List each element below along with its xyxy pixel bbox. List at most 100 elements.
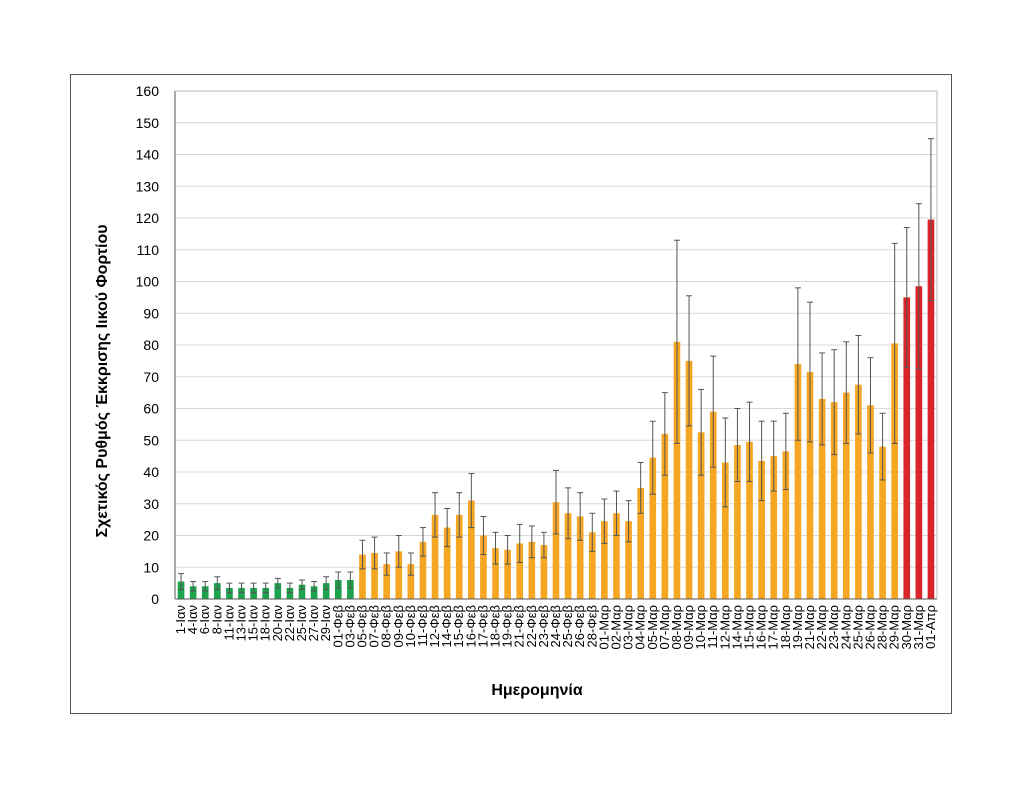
bar-10-Μαρ (697, 432, 705, 599)
x-tick-label: 24-Μαρ (838, 605, 853, 650)
bar-14-Μαρ (734, 445, 741, 599)
x-tick-label: 14-Φεβ (439, 605, 454, 647)
x-tick-label: 16-Φεβ (463, 605, 478, 647)
bar-28-Μαρ (879, 446, 886, 599)
bar-23-Μαρ (830, 402, 838, 599)
x-tick-label: 08-Φεβ (379, 605, 394, 647)
bar-11-Μαρ (709, 411, 717, 599)
bar-21-Μαρ (806, 371, 814, 599)
bar-02-Μαρ (613, 513, 620, 599)
bar-05-Μαρ (649, 457, 657, 599)
y-tick-label: 50 (143, 432, 159, 448)
bar-29-Μαρ (891, 343, 898, 599)
x-tick-label: 02-Μαρ (608, 605, 623, 650)
y-axis-title: Σχετικός Ρυθμός Έκκρισης Ιικού Φορτίου (94, 224, 111, 537)
x-tick-label: 24-Φεβ (548, 605, 563, 647)
bar-01-Μαρ (601, 521, 608, 599)
y-tick-label: 140 (136, 147, 160, 163)
bar-18-Ιαν (262, 587, 270, 599)
x-tick-label: 12-Φεβ (427, 605, 442, 647)
x-tick-label: 25-Ιαν (294, 605, 309, 641)
bar-10-Φεβ (407, 564, 415, 599)
bar-19-Φεβ (504, 549, 511, 599)
y-tick-label: 0 (151, 591, 159, 607)
bar-08-Μαρ (673, 341, 681, 599)
x-tick-label: 28-Φεβ (584, 605, 599, 647)
bar-26-Φεβ (576, 516, 584, 599)
x-tick-label: 17-Μαρ (766, 605, 781, 650)
x-tick-label: 04-Μαρ (633, 605, 648, 650)
x-tick-label: 21-Μαρ (802, 605, 817, 650)
x-tick-label: 23-Μαρ (826, 605, 841, 650)
bar-09-Μαρ (685, 360, 693, 599)
x-tick-label: 09-Μαρ (681, 605, 696, 650)
x-tick-label: 19-Μαρ (790, 605, 805, 650)
bar-22-Μαρ (818, 398, 826, 599)
bar-25-Μαρ (855, 384, 862, 599)
bar-16-Φεβ (468, 500, 475, 599)
x-tick-label: 11-Μαρ (705, 605, 720, 649)
bar-6-Ιαν (201, 586, 209, 599)
y-tick-label: 70 (143, 369, 159, 385)
x-tick-label: 22-Μαρ (814, 605, 829, 650)
x-tick-label: 08-Μαρ (669, 605, 684, 650)
bar-28-Φεβ (588, 532, 596, 599)
y-tick-labels: 0 10 20 30 40 50 60 70 80 90 100 110 120 130 140 150 160 (136, 83, 160, 607)
x-tick-label: 05-Μαρ (645, 605, 660, 650)
x-tick-label: 28-Μαρ (875, 605, 890, 650)
bar-22-Ιαν (286, 587, 294, 599)
bar-24-Μαρ (842, 392, 850, 599)
x-tick-label: 18-Φεβ (488, 605, 503, 647)
x-tick-label: 20-Ιαν (270, 605, 285, 641)
axes (174, 90, 938, 600)
gridlines (175, 90, 937, 568)
y-tick-label: 60 (143, 401, 159, 417)
bar-1-Ιαν (177, 581, 185, 599)
x-tick-label: 1-Ιαν (173, 605, 188, 634)
bar-chart: 0 10 20 30 40 50 60 70 80 90 100 110 120 130 140 150 160… (94, 83, 938, 699)
x-tick-label: 13-Ιαν (234, 605, 249, 641)
bar-01-Φεβ (334, 579, 342, 599)
bar-08-Φεβ (383, 564, 390, 599)
bar-12-Φεβ (431, 514, 439, 599)
y-tick-label: 90 (143, 305, 159, 321)
bar-21-Φεβ (516, 543, 524, 599)
bar-07-Φεβ (371, 552, 378, 599)
y-tick-label: 110 (137, 242, 160, 258)
x-tick-label: 4-Ιαν (185, 605, 200, 634)
bar-15-Φεβ (455, 514, 463, 599)
x-tick-label: 15-Ιαν (246, 605, 261, 641)
y-tick-label: 20 (143, 528, 159, 544)
x-tick-label: 01-Απρ (923, 605, 938, 649)
x-tick-label: 27-Ιαν (306, 605, 321, 641)
x-tick-label: 23-Φεβ (536, 605, 551, 647)
bar-29-Ιαν (322, 583, 330, 599)
bar-24-Φεβ (552, 502, 560, 599)
bar-11-Ιαν (226, 587, 233, 599)
bar-23-Φεβ (540, 545, 548, 599)
x-tick-label: 12-Μαρ (717, 605, 732, 650)
bar-31-Μαρ (915, 286, 923, 599)
bar-05-Φεβ (359, 554, 366, 599)
y-tick-label: 120 (136, 210, 160, 226)
bar-01-Απρ (927, 219, 935, 599)
y-tick-label: 30 (143, 496, 159, 512)
chart-frame: 0 10 20 30 40 50 60 70 80 90 100 110 120 130 140 150 160… (70, 74, 952, 714)
bar-17-Μαρ (770, 456, 778, 599)
bar-22-Φεβ (528, 541, 536, 599)
x-tick-label: 09-Φεβ (391, 605, 406, 647)
bar-18-Μαρ (782, 451, 790, 599)
x-tick-label: 07-Μαρ (657, 605, 672, 650)
x-tick-label: 11-Ιαν (221, 605, 236, 640)
x-tick-label: 25-Μαρ (850, 605, 865, 650)
x-tick-label: 10-Φεβ (403, 605, 418, 647)
x-tick-label: 22-Φεβ (524, 605, 539, 647)
x-tick-label: 11-Φεβ (415, 605, 430, 646)
bar-15-Μαρ (746, 441, 753, 599)
x-tick-label: 29-Ιαν (318, 605, 333, 641)
x-tick-labels: 1-Ιαν4-Ιαν6-Ιαν8-Ιαν11-Ιαν13-Ιαν15-Ιαν18… (173, 605, 938, 650)
bar-07-Μαρ (661, 433, 669, 599)
x-tick-label: 22-Ιαν (282, 605, 297, 641)
bar-18-Φεβ (492, 548, 499, 599)
x-tick-label: 01-Μαρ (596, 605, 611, 650)
